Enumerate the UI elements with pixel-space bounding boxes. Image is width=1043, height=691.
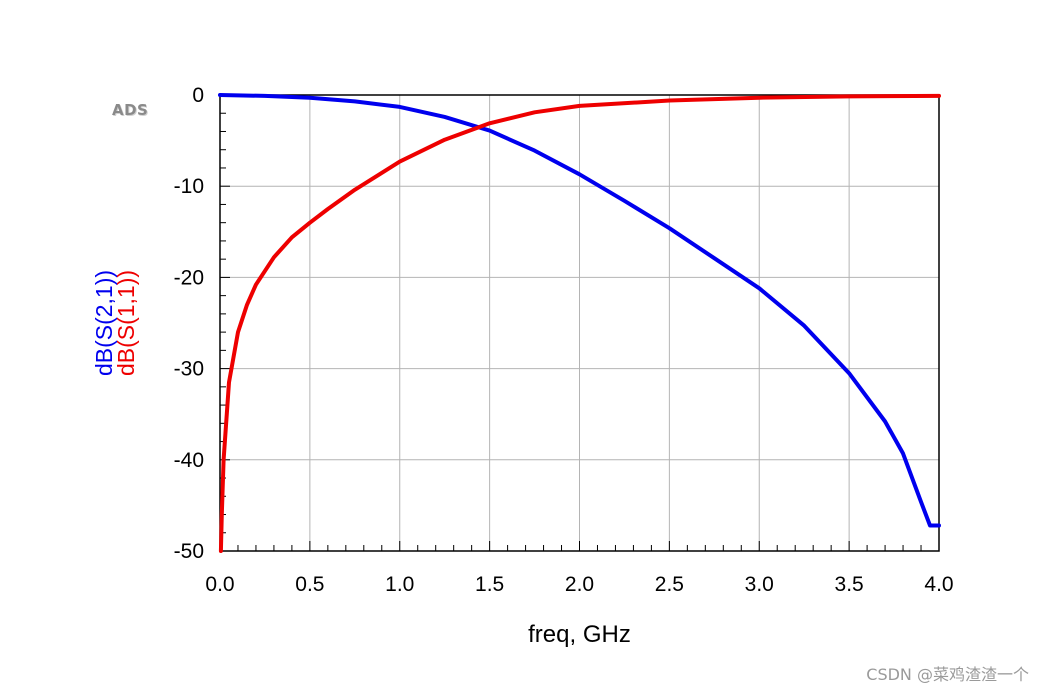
y-tick-label: -50 (174, 540, 204, 563)
y-tick-label: -10 (174, 175, 204, 198)
watermark-text: CSDN @菜鸡渣渣一个 (866, 665, 1029, 684)
x-axis-title: freq, GHz (528, 621, 631, 648)
plot-frame (219, 94, 940, 552)
y-axis-title: dB(S(2,1))dB(S(1,1)) (91, 270, 139, 376)
x-tick-label: 2.0 (565, 573, 594, 596)
series-line-s11 (218, 93, 941, 553)
x-tick-label: 3.0 (745, 573, 774, 596)
y-tick-label: 0 (192, 84, 204, 107)
x-tick-label: 0.5 (295, 573, 324, 596)
x-tick-label: 2.5 (655, 573, 684, 596)
x-tick-labels: 0.0 0.5 1.0 1.5 2.0 2.5 3.0 3.5 4.0 (205, 573, 953, 596)
minor-ticks (219, 94, 940, 552)
series-layer (218, 93, 941, 553)
y-axis-label-s11: dB(S(1,1)) (113, 270, 139, 376)
y-tick-label: -40 (174, 449, 204, 472)
y-tick-label: -30 (174, 358, 204, 381)
ads-logo: ADS (112, 101, 149, 119)
y-tick-label: -20 (174, 266, 204, 289)
series-line-s21 (218, 93, 941, 528)
y-tick-labels: 0 -10 -20 -30 -40 -50 (174, 84, 204, 563)
x-tick-label: 1.0 (385, 573, 414, 596)
x-tick-label: 4.0 (924, 573, 953, 596)
x-tick-label: 0.0 (205, 573, 234, 596)
x-tick-label: 1.5 (475, 573, 504, 596)
y-axis-label-s21: dB(S(2,1)) (91, 270, 117, 376)
x-tick-label: 3.5 (835, 573, 864, 596)
grid-lines (219, 94, 940, 552)
